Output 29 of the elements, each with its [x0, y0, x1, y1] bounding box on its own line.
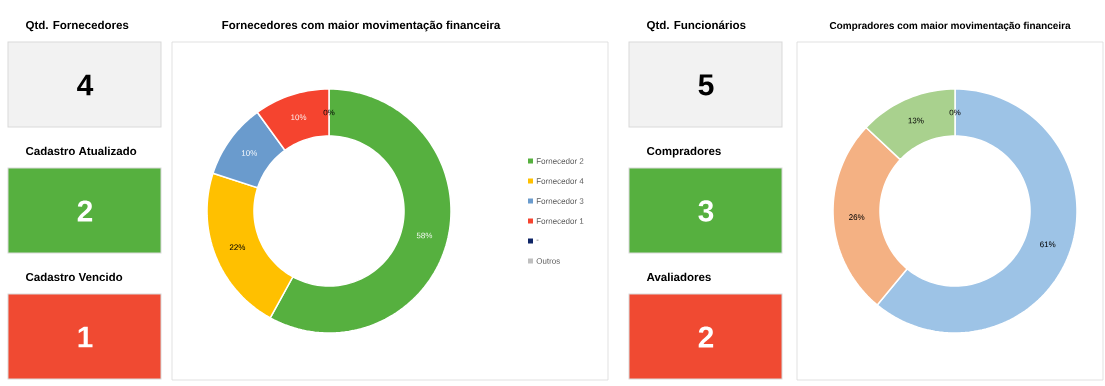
data-label: 10%	[241, 150, 258, 156]
category-label: Compradores	[647, 146, 721, 158]
data-label: 10%	[291, 114, 307, 121]
text: 0%	[323, 109, 335, 116]
data-label: 3	[698, 200, 714, 222]
data-label: 2	[77, 200, 93, 222]
category-label: Cadastro Vencido	[26, 272, 123, 282]
category-label: Avaliadores	[646, 272, 711, 282]
data-label: 5	[698, 74, 714, 96]
data-label: 1	[78, 326, 93, 348]
chart-title: Compradores com maior movimentação financeira	[829, 21, 1071, 32]
category-label: Qtd. Funcionários	[647, 20, 746, 32]
legend-label: Fornecedor 2	[536, 158, 584, 164]
category-label: Qtd. Fornecedores	[26, 20, 129, 32]
data-label: 26%	[849, 214, 865, 221]
legend-label: Fornecedor 3	[536, 198, 584, 204]
category-label: Cadastro Atualizado	[26, 146, 137, 156]
text: 0%	[949, 109, 961, 116]
chart-title: Fornecedores com maior movimentação financeira	[222, 20, 501, 32]
data-label: 2	[698, 326, 714, 348]
legend-label: Outros	[536, 258, 560, 264]
data-label: 4	[77, 74, 94, 96]
data-label: 13%	[908, 117, 924, 124]
legend-label: Fornecedor 4	[536, 178, 584, 184]
data-label: 22%	[229, 244, 246, 251]
data-label: 61%	[1040, 241, 1056, 248]
data-label: 58%	[416, 232, 433, 239]
legend-label: Fornecedor 1	[536, 218, 584, 224]
legend-label: -	[536, 239, 539, 241]
